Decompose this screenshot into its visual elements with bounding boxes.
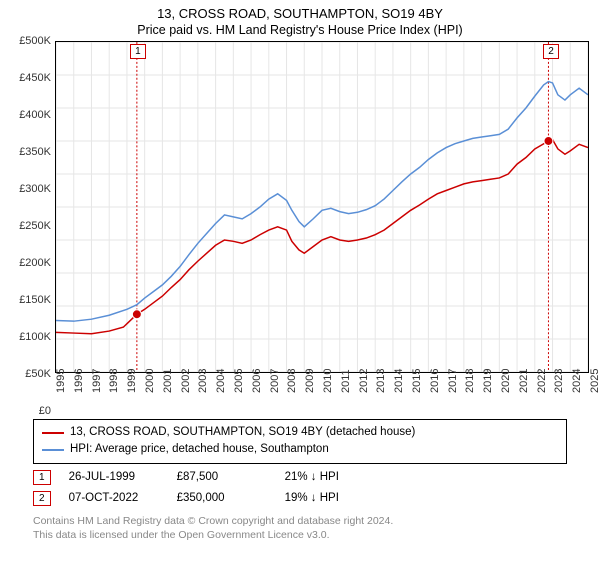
y-tick-label: £150K: [19, 294, 51, 306]
plot-svg: [56, 42, 588, 372]
x-axis-labels: 1995199619971998199920002001200220032004…: [55, 375, 589, 411]
sale-price: £350,000: [177, 492, 267, 504]
y-tick-label: £350K: [19, 146, 51, 158]
sale-marker-label: 2: [543, 44, 559, 59]
legend-text: 13, CROSS ROAD, SOUTHAMPTON, SO19 4BY (d…: [70, 424, 415, 441]
y-tick-label: £200K: [19, 257, 51, 269]
sale-index: 2: [33, 491, 51, 506]
page-subtitle: Price paid vs. HM Land Registry's House …: [0, 23, 600, 37]
y-axis-labels: £0£50K£100K£150K£200K£250K£300K£350K£400…: [9, 41, 53, 411]
footnote: Contains HM Land Registry data © Crown c…: [33, 514, 567, 542]
price-chart: £0£50K£100K£150K£200K£250K£300K£350K£400…: [9, 41, 591, 411]
y-tick-label: £450K: [19, 72, 51, 84]
legend-swatch: [42, 449, 64, 451]
legend-swatch: [42, 432, 64, 434]
footnote-line1: Contains HM Land Registry data © Crown c…: [33, 515, 393, 527]
sale-date: 07-OCT-2022: [69, 492, 159, 504]
y-tick-label: £250K: [19, 220, 51, 232]
sale-marker-label: 1: [130, 44, 146, 59]
y-tick-label: £50K: [25, 368, 51, 380]
page-title: 13, CROSS ROAD, SOUTHAMPTON, SO19 4BY: [0, 6, 600, 21]
x-tick-label: 2025: [589, 369, 600, 393]
y-tick-label: £500K: [19, 35, 51, 47]
sale-index: 1: [33, 470, 51, 485]
sale-delta: 19% ↓ HPI: [285, 492, 375, 504]
sales-table: 1 26-JUL-1999 £87,500 21% ↓ HPI 2 07-OCT-2022…: [0, 470, 600, 506]
footnote-line2: This data is licensed under the Open Gov…: [33, 529, 330, 541]
sale-row: 2 07-OCT-2022 £350,000 19% ↓ HPI: [33, 491, 567, 506]
y-tick-label: £0: [39, 405, 51, 417]
legend: 13, CROSS ROAD, SOUTHAMPTON, SO19 4BY (d…: [33, 419, 567, 464]
legend-text: HPI: Average price, detached house, Sout…: [70, 441, 329, 458]
legend-row: HPI: Average price, detached house, Sout…: [42, 441, 558, 458]
sale-date: 26-JUL-1999: [69, 471, 159, 483]
y-tick-label: £300K: [19, 183, 51, 195]
y-tick-label: £400K: [19, 109, 51, 121]
sale-price: £87,500: [177, 471, 267, 483]
legend-row: 13, CROSS ROAD, SOUTHAMPTON, SO19 4BY (d…: [42, 424, 558, 441]
plot-area: 12: [55, 41, 589, 373]
sale-row: 1 26-JUL-1999 £87,500 21% ↓ HPI: [33, 470, 567, 485]
y-tick-label: £100K: [19, 331, 51, 343]
sale-delta: 21% ↓ HPI: [285, 471, 375, 483]
